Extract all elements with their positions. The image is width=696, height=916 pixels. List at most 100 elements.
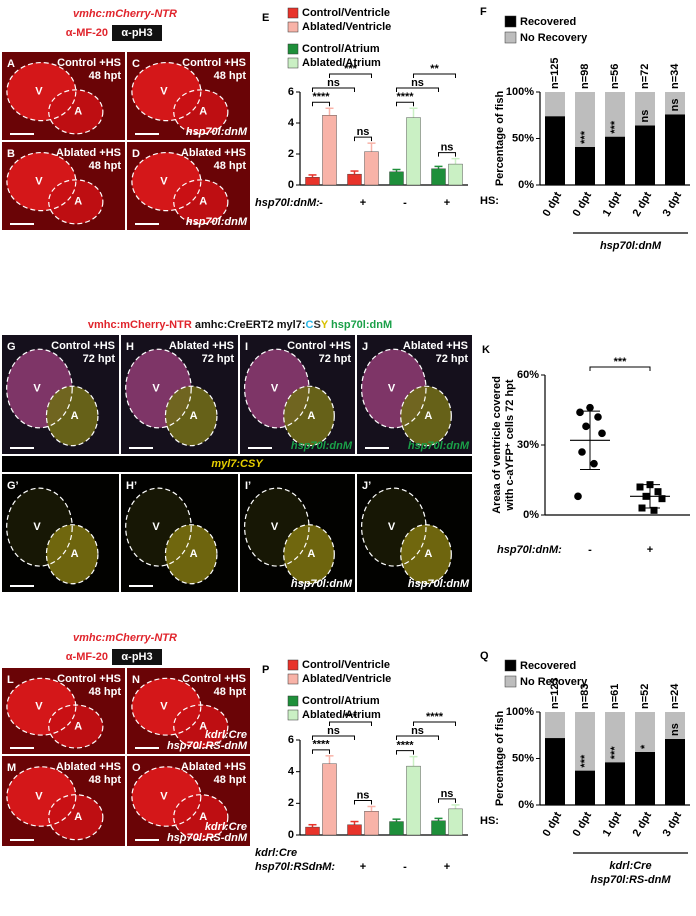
data-point (598, 429, 606, 438)
region-label: V (160, 790, 168, 802)
legend-label: No Recovery (520, 32, 588, 44)
panel-condition: 72 hpt (83, 353, 116, 365)
y-tick-label: 100% (506, 86, 534, 98)
region-label: V (271, 521, 279, 533)
header-segment: vmhc:mCherry-NTR (88, 319, 195, 331)
legend-swatch (287, 57, 299, 69)
legend-swatch (287, 695, 299, 707)
panel-condition: Ablated +HS (403, 340, 468, 352)
y-tick-label: 0 (288, 179, 294, 191)
significance-label: ns (411, 725, 424, 737)
bar-segment (635, 712, 655, 752)
y-tick-label: 60% (517, 369, 539, 381)
panel-condition: Ablated +HS (181, 761, 246, 773)
x-tick-label: + (647, 544, 653, 556)
bar-segment (575, 770, 595, 805)
corner-label: hsp70l:RS-dnM (167, 740, 248, 752)
bar-segment (575, 92, 595, 147)
legend-swatch (504, 15, 517, 28)
n-label: n=61 (609, 684, 621, 709)
header-segment: S (313, 319, 320, 331)
region-label: A (199, 811, 207, 823)
bar (389, 821, 404, 836)
region-label: A (71, 410, 79, 422)
significance-label: **** (312, 739, 330, 751)
bar-segment (545, 712, 565, 739)
legend-label: Recovered (520, 16, 576, 28)
panel-condition: 48 hpt (214, 160, 247, 172)
bar (364, 811, 379, 836)
bar-segment (605, 762, 625, 805)
outline (48, 89, 104, 135)
bar-segment (665, 114, 685, 185)
outline (131, 766, 202, 827)
significance-label: ns (639, 110, 651, 123)
bar (389, 171, 404, 186)
tissue (173, 89, 228, 134)
region-label: V (33, 521, 41, 533)
outline (243, 487, 310, 567)
y-axis-label: Areaa of ventricle covered (491, 376, 503, 514)
legend-label: Ablated/Atrium (302, 709, 381, 721)
row-label: kdrl:Cre (255, 847, 297, 859)
y-tick-label: 0 (288, 829, 294, 841)
panel-letter: H (126, 341, 134, 353)
y-tick-label: 0% (518, 799, 534, 811)
panel-letter: G (7, 341, 16, 353)
bar (431, 168, 446, 186)
legend-label: No Recovery (520, 676, 588, 688)
region-label: V (35, 701, 43, 713)
panel-condition: 48 hpt (89, 70, 122, 82)
region-label: V (160, 86, 168, 98)
data-point (582, 422, 590, 431)
legend-swatch (287, 709, 299, 721)
significance-bracket (396, 101, 414, 107)
data-point (654, 488, 662, 496)
significance-label: ns (669, 98, 681, 111)
x-tick-label: - (403, 197, 407, 209)
outline (173, 794, 229, 841)
bar (305, 826, 320, 836)
outline (164, 385, 218, 447)
significance-label: *** (344, 711, 358, 723)
region-label: V (160, 701, 168, 713)
panel-condition: 72 hpt (202, 353, 235, 365)
y-axis-label: with c-aYFP⁺ cells 72 hpt (504, 379, 516, 511)
region-label: A (424, 548, 432, 560)
panel-letter: A (7, 58, 15, 70)
x-tick-label: + (360, 861, 366, 873)
region-label: V (160, 176, 168, 188)
tissue (165, 524, 217, 584)
x-tick-label: - (588, 544, 592, 556)
significance-label: ns (441, 788, 454, 800)
outline (6, 487, 73, 567)
panel-condition: 72 hpt (436, 353, 469, 365)
significance-bracket (396, 750, 414, 755)
significance-label: ns (669, 723, 681, 736)
significance-bracket (438, 152, 456, 157)
legend-swatch (287, 673, 299, 685)
bar-segment (635, 751, 655, 805)
panel-letter: F (480, 6, 487, 18)
bar-segment (575, 146, 595, 185)
outline (131, 61, 202, 122)
outline (173, 179, 229, 225)
panel-condition: 72 hpt (319, 353, 352, 365)
bar-segment (605, 92, 625, 137)
legend-label: Ablated/Ventricle (302, 673, 391, 685)
panel-letter: P (262, 664, 269, 676)
panel-condition: 48 hpt (214, 70, 247, 82)
header-genotype: vmhc:mCherry-NTR amhc:CreERT2 myl7:CSY h… (88, 319, 392, 331)
bar-segment (605, 712, 625, 763)
x-tick-label: - (319, 861, 323, 873)
x-tick-label: + (444, 861, 450, 873)
n-label: n=83 (579, 684, 591, 709)
bar (448, 163, 463, 186)
y-axis-label: Percentage of fish (494, 91, 506, 187)
panel-condition: 48 hpt (89, 686, 122, 698)
significance-bracket (396, 87, 439, 92)
panel-letter: Q (480, 650, 489, 662)
region-label: V (152, 521, 160, 533)
y-tick-label: 100% (506, 706, 534, 718)
outline (48, 179, 104, 225)
